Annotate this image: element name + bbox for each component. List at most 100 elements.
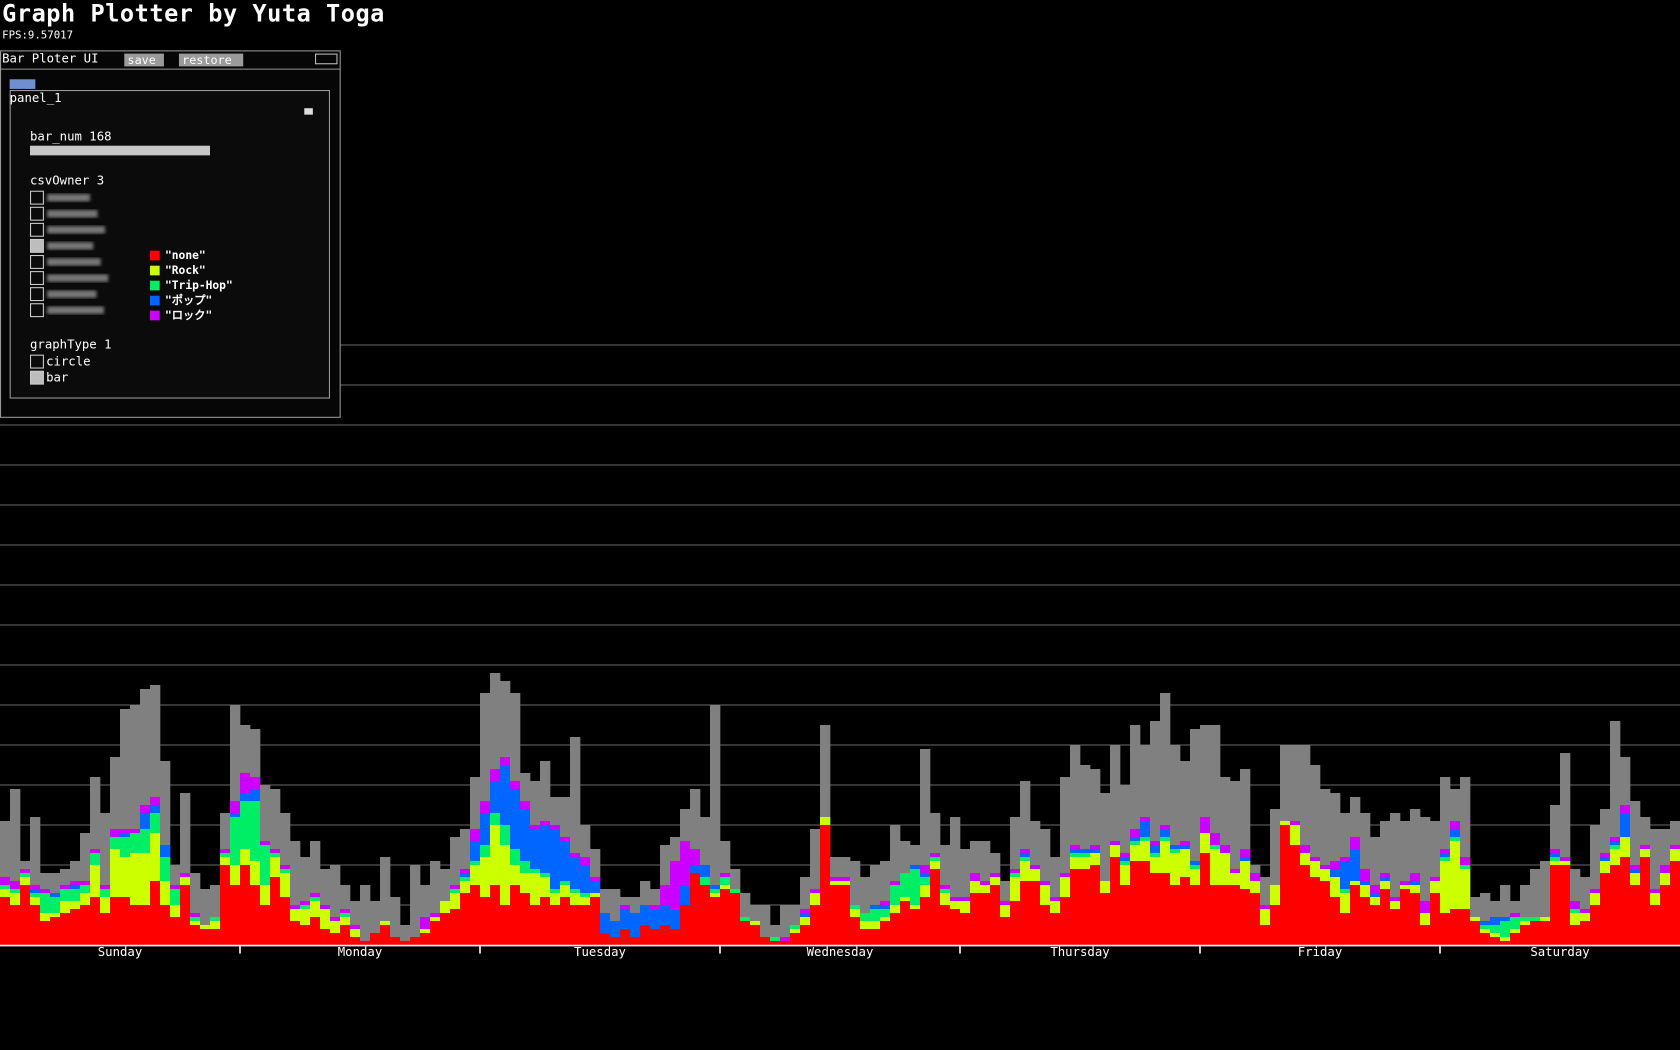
- minimize-button[interactable]: [315, 53, 338, 65]
- bar-segment: [1590, 905, 1601, 945]
- bar-segment: [1240, 857, 1251, 861]
- owner-checkbox[interactable]: [30, 190, 44, 205]
- bar-segment: [1550, 805, 1561, 849]
- bar-segment: [800, 917, 811, 925]
- bar-segment: [40, 913, 51, 922]
- bar-segment: [1530, 917, 1541, 921]
- bar-num-slider[interactable]: [30, 145, 210, 156]
- bar-segment: [590, 849, 601, 878]
- owner-checkbox[interactable]: [30, 303, 44, 318]
- bar-segment: [520, 873, 531, 893]
- bar-segment: [180, 873, 191, 877]
- bar-segment: [1120, 857, 1131, 861]
- bar-segment: [850, 909, 861, 918]
- owner-checkbox[interactable]: [30, 271, 44, 285]
- bar-segment: [560, 881, 571, 885]
- bar-segment: [1560, 753, 1571, 857]
- bar-segment: [1000, 881, 1011, 901]
- bar-segment: [160, 845, 171, 858]
- bar-segment: [1340, 893, 1351, 913]
- bar-segment: [280, 873, 291, 897]
- bar-segment: [130, 853, 141, 905]
- bar-segment: [870, 921, 881, 929]
- bar-segment: [1020, 857, 1031, 861]
- bar-segment: [380, 921, 391, 925]
- panel-tab[interactable]: [9, 79, 36, 89]
- bar-segment: [1160, 873, 1171, 945]
- owner-checkbox[interactable]: [30, 222, 44, 237]
- bar-segment: [990, 873, 1001, 877]
- graph-type-checkbox[interactable]: [30, 354, 44, 369]
- bar-segment: [1430, 881, 1441, 893]
- bar-segment: [80, 833, 91, 881]
- bar-segment: [1290, 821, 1301, 825]
- bar-segment: [60, 889, 71, 901]
- owner-checkbox[interactable]: [30, 238, 44, 253]
- bar-segment: [1060, 897, 1071, 945]
- bar-segment: [1120, 785, 1131, 853]
- bar-segment: [1580, 877, 1591, 909]
- bar-segment: [30, 905, 41, 945]
- bar-segment: [670, 909, 681, 930]
- bar-segment: [160, 881, 171, 905]
- bar-segment: [1170, 853, 1181, 885]
- bar-segment: [220, 865, 231, 945]
- panel-lock-icon[interactable]: [304, 108, 313, 115]
- bar-segment: [1190, 865, 1201, 869]
- bar-segment: [1150, 845, 1161, 853]
- save-button[interactable]: [124, 53, 164, 67]
- bar-segment: [910, 845, 921, 866]
- bar-segment: [810, 829, 821, 889]
- bar-segment: [140, 905, 151, 945]
- bar-segment: [1070, 845, 1081, 849]
- owner-name-blurred: [47, 226, 105, 234]
- bar-segment: [910, 865, 921, 869]
- bar-segment: [930, 869, 941, 945]
- bar-segment: [150, 881, 161, 945]
- graph-type-checkbox[interactable]: [30, 370, 44, 385]
- bar-segment: [10, 881, 21, 889]
- owner-checkbox[interactable]: [30, 206, 44, 221]
- bar-segment: [540, 877, 551, 897]
- bar-segment: [1160, 841, 1171, 873]
- bar-segment: [1390, 909, 1401, 945]
- bar-segment: [540, 761, 551, 821]
- bar-segment: [480, 813, 491, 845]
- save-label[interactable]: save: [127, 53, 155, 67]
- bar-segment: [1480, 893, 1491, 922]
- bar-segment: [1060, 873, 1071, 877]
- graph-type-option[interactable]: circle: [46, 355, 90, 369]
- bar-segment: [30, 817, 41, 885]
- bar-segment: [1610, 721, 1621, 837]
- owner-checkbox[interactable]: [30, 287, 44, 302]
- bar-segment: [860, 921, 871, 929]
- bar-segment: [950, 817, 961, 897]
- bar-segment: [880, 917, 891, 921]
- bar-segment: [1150, 721, 1161, 841]
- bar-segment: [630, 937, 641, 945]
- owner-checkbox[interactable]: [30, 255, 44, 269]
- bar-segment: [230, 801, 241, 813]
- bar-segment: [490, 825, 501, 885]
- bar-segment: [1260, 909, 1271, 926]
- bar-segment: [450, 889, 461, 893]
- bar-segment: [1470, 917, 1481, 921]
- restore-button[interactable]: [178, 53, 244, 67]
- bar-segment: [580, 857, 591, 865]
- bar-segment: [510, 781, 521, 789]
- bar-segment: [1640, 845, 1651, 849]
- graph-type-option[interactable]: bar: [46, 371, 68, 385]
- bar-segment: [150, 813, 161, 833]
- bar-segment: [260, 785, 271, 841]
- bar-segment: [990, 853, 1001, 874]
- bar-segment: [960, 897, 971, 901]
- bar-segment: [1510, 917, 1521, 929]
- restore-label[interactable]: restore: [182, 53, 232, 67]
- bar-segment: [1310, 857, 1321, 861]
- bar-segment: [80, 881, 91, 885]
- bar-segment: [150, 833, 161, 881]
- bar-segment: [1090, 769, 1101, 845]
- bar-segment: [690, 865, 701, 873]
- bar-segment: [1080, 853, 1091, 858]
